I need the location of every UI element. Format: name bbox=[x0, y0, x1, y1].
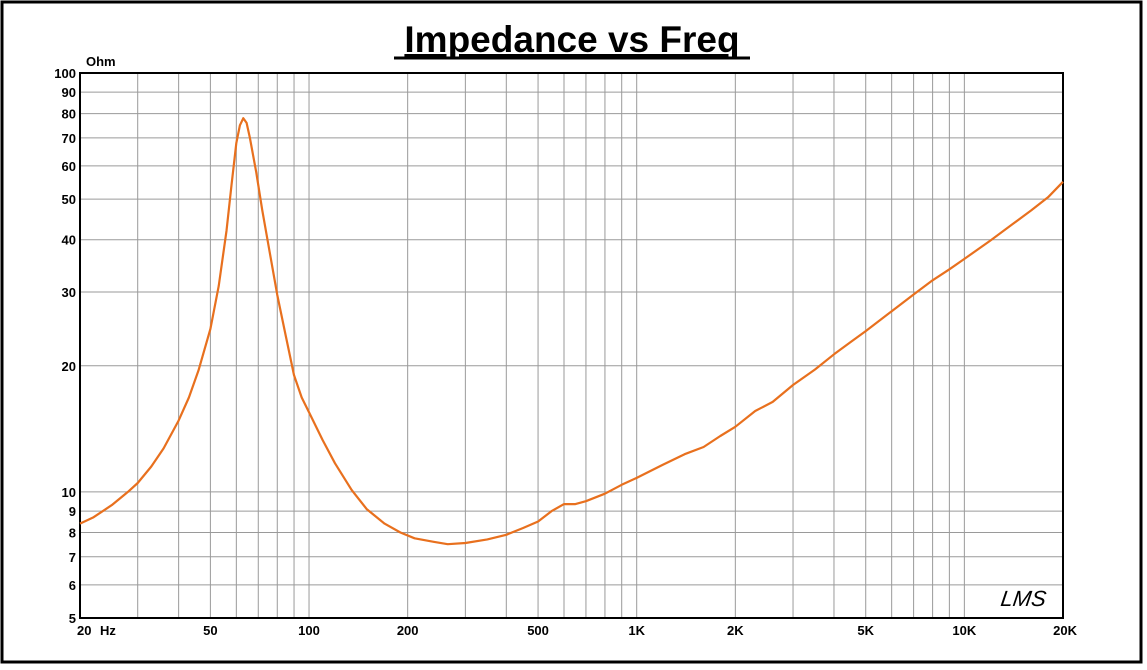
y-tick-label: 80 bbox=[62, 107, 76, 122]
y-tick-label: 5 bbox=[69, 611, 76, 626]
x-tick-label: 20K bbox=[1053, 623, 1077, 638]
y-tick-label: 40 bbox=[62, 233, 76, 248]
y-tick-label: 8 bbox=[69, 525, 76, 540]
x-tick-label: 500 bbox=[527, 623, 549, 638]
y-tick-label: 10 bbox=[62, 485, 76, 500]
series-layer bbox=[79, 117, 1064, 546]
x-axis-unit-label: Hz bbox=[100, 623, 116, 638]
plot-area-border bbox=[79, 72, 1064, 619]
chart-title: Impedance vs Freq bbox=[404, 19, 739, 60]
x-tick-label: 200 bbox=[397, 623, 419, 638]
y-tick-label: 6 bbox=[69, 578, 76, 593]
x-tick-label: 50 bbox=[203, 623, 217, 638]
y-tick-label: 90 bbox=[62, 85, 76, 100]
y-tick-label: 7 bbox=[69, 550, 76, 565]
grid-lines bbox=[79, 72, 1064, 619]
y-tick-label: 50 bbox=[62, 192, 76, 207]
impedance-curve bbox=[79, 117, 1064, 546]
y-tick-label: 20 bbox=[62, 359, 76, 374]
x-tick-label: 20 bbox=[77, 623, 91, 638]
x-tick-label: 100 bbox=[298, 623, 320, 638]
y-tick-labels: 5 6 7 8 9 10 20 30 40 50 60 70 80 90 100 bbox=[54, 66, 76, 626]
x-tick-label: 2K bbox=[727, 623, 744, 638]
y-axis-label: Ohm bbox=[86, 54, 116, 69]
lms-watermark: LMS bbox=[999, 586, 1048, 611]
y-tick-label: 60 bbox=[62, 159, 76, 174]
y-tick-label: 9 bbox=[69, 504, 76, 519]
x-tick-labels: 20 50 100 200 500 1K 2K 5K 10K 20K bbox=[77, 623, 1078, 638]
x-tick-label: 1K bbox=[628, 623, 645, 638]
x-tick-label: 10K bbox=[952, 623, 976, 638]
y-tick-label: 100 bbox=[54, 66, 76, 81]
y-tick-label: 70 bbox=[62, 131, 76, 146]
x-tick-label: 5K bbox=[857, 623, 874, 638]
y-tick-label: 30 bbox=[62, 285, 76, 300]
